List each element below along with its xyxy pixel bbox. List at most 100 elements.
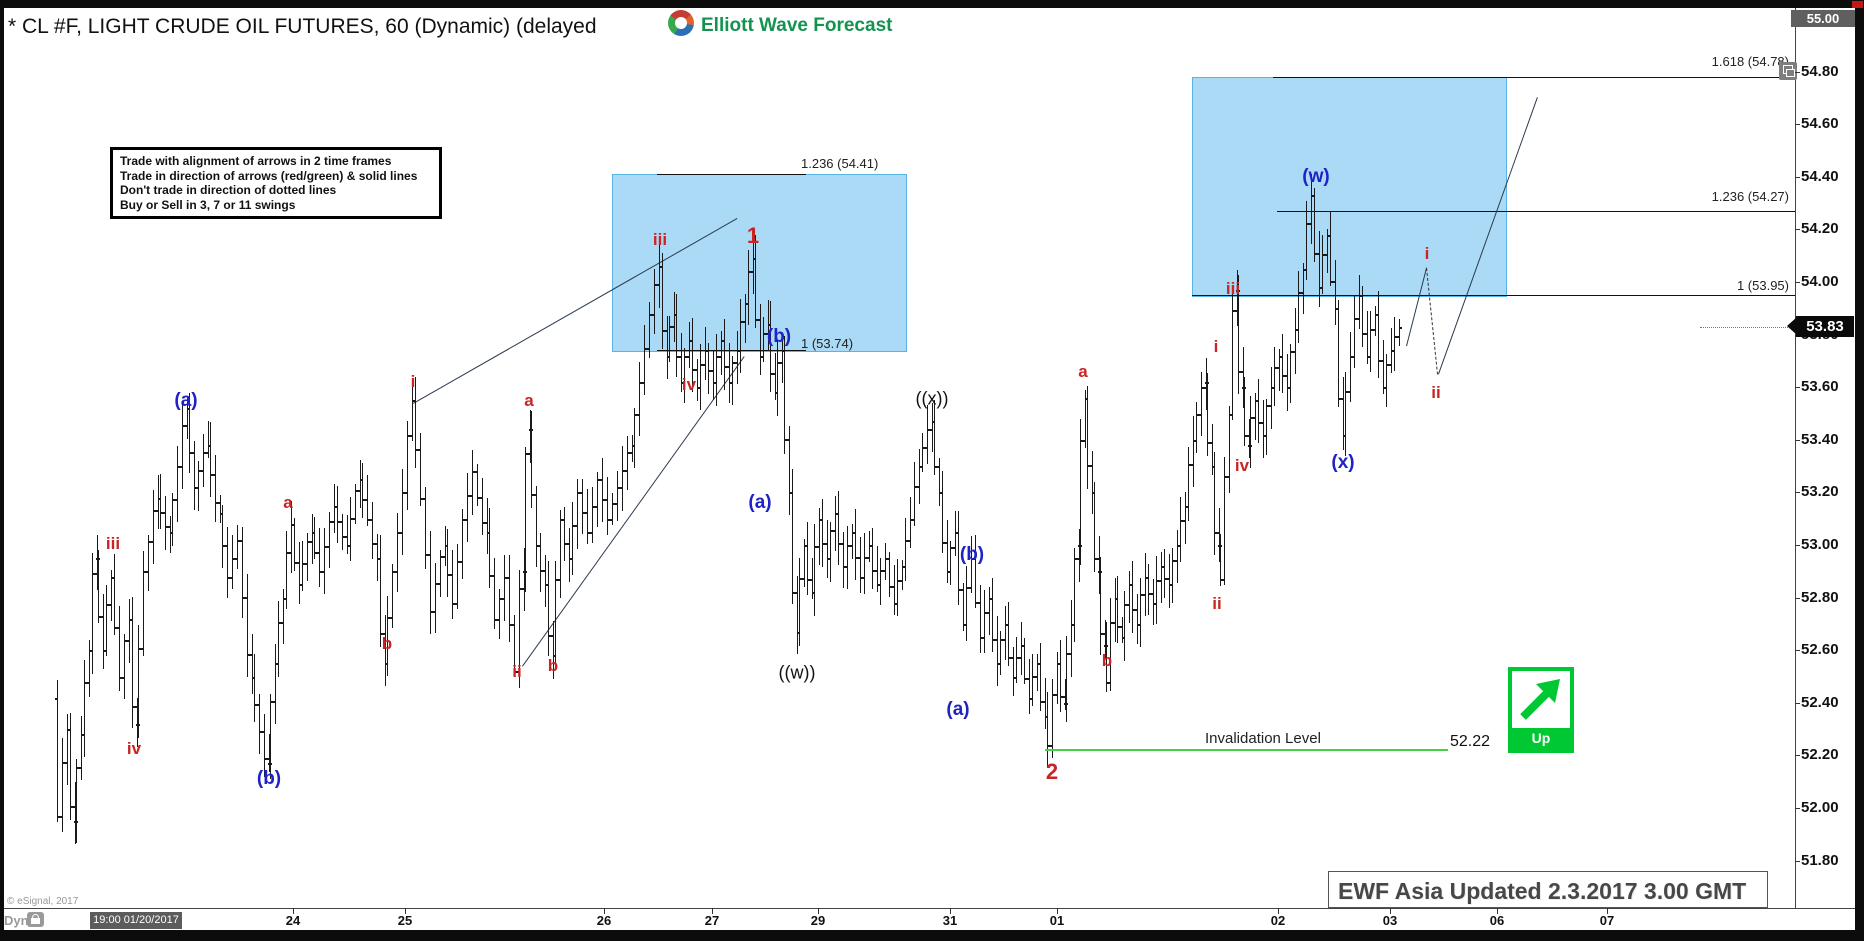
- ohlc-bar: [225, 527, 230, 598]
- ohlc-bar: [853, 509, 858, 580]
- price-tick: [1795, 282, 1800, 283]
- ohlc-bar: [305, 533, 310, 581]
- wave-label: iii: [105, 534, 121, 553]
- fib-label: 1 (53.95): [1736, 278, 1789, 293]
- ohlc-bar: [768, 301, 773, 392]
- ohlc-bar: [1038, 643, 1043, 711]
- ohlc-bar: [948, 541, 953, 585]
- ohlc-bar: [438, 550, 443, 597]
- wave-label: i: [1424, 244, 1430, 263]
- corner-marker: [1852, 1, 1863, 8]
- ohlc-bar: [117, 606, 122, 691]
- price-tick: [1795, 440, 1800, 441]
- ohlc-bar: [1050, 679, 1055, 758]
- date-tick-label: 02: [1270, 913, 1286, 928]
- ohlc-bar: [790, 469, 795, 604]
- up-direction-badge: Up: [1508, 667, 1574, 753]
- price-tick: [1795, 598, 1800, 599]
- esignal-credit: © eSignal, 2017: [7, 896, 79, 907]
- price-tick: [1795, 755, 1800, 756]
- ohlc-bar: [761, 317, 766, 362]
- fib-label: 1.236 (54.41): [801, 156, 879, 171]
- ohlc-bar: [667, 316, 672, 362]
- ohlc-bar: [284, 531, 289, 609]
- price-tick: [1795, 72, 1800, 73]
- ohlc-bar: [1063, 679, 1068, 710]
- ohlc-bar: [365, 475, 370, 526]
- ohlc-bar: [590, 487, 595, 543]
- wave-label: b: [1101, 651, 1113, 670]
- ohlc-bar: [805, 522, 810, 595]
- fib-label: 1 (53.74): [801, 336, 854, 351]
- ohlc-bar: [1230, 287, 1235, 420]
- ohlc-bar: [1098, 557, 1103, 655]
- wave-label: i: [1213, 337, 1219, 356]
- ohlc-bar: [903, 518, 908, 581]
- ohlc-bar: [585, 489, 590, 544]
- ohlc-bar: [1122, 591, 1127, 661]
- invalidation-label: Invalidation Level: [1205, 730, 1321, 747]
- ohlc-bar: [1222, 457, 1227, 585]
- wave-label: ii: [1431, 383, 1441, 402]
- time-axis[interactable]: [4, 908, 1795, 930]
- ohlc-bar: [395, 513, 400, 592]
- ohlc-bar: [529, 411, 534, 508]
- ohlc-bar: [1115, 576, 1120, 643]
- date-tick-label: 03: [1382, 913, 1398, 928]
- ohlc-bar: [1247, 419, 1252, 458]
- price-tick-label: 53.40: [1801, 431, 1839, 448]
- lock-icon[interactable]: [27, 912, 44, 927]
- ohlc-bar: [1296, 271, 1301, 343]
- ohlc-bar: [1030, 654, 1035, 706]
- ohlc-bar: [418, 433, 423, 506]
- date-tick: [1057, 908, 1058, 914]
- ohlc-bar: [1235, 270, 1240, 326]
- ohlc-bar: [647, 302, 652, 358]
- ohlc-bar: [1280, 334, 1285, 393]
- wave-label: ((w)): [778, 662, 816, 683]
- price-tick-label: 53.20: [1801, 483, 1839, 500]
- ohlc-bar: [502, 555, 507, 621]
- price-tick-label: 53.60: [1801, 378, 1839, 395]
- trading-rules-note[interactable]: Trade with alignment of arrows in 2 time…: [110, 147, 442, 219]
- ohlc-bar: [706, 343, 711, 394]
- ohlc-bar: [136, 625, 141, 738]
- ohlc-bar: [1072, 548, 1077, 642]
- ohlc-bar: [523, 447, 528, 592]
- price-axis[interactable]: [1795, 8, 1855, 908]
- price-tick-label: 54.20: [1801, 220, 1839, 237]
- ohlc-bar: [1138, 578, 1143, 647]
- ohlc-bar: [682, 348, 687, 403]
- wave-label: (w): [1302, 166, 1330, 187]
- price-tick-label: 54.40: [1801, 168, 1839, 185]
- ohlc-bar: [187, 393, 192, 473]
- ohlc-bar: [990, 578, 995, 652]
- ohlc-bar: [252, 654, 257, 722]
- ohlc-bar: [1170, 548, 1175, 603]
- ohlc-bar: [201, 434, 206, 487]
- date-tick-label: 01: [1049, 913, 1065, 928]
- ohlc-bar: [1045, 692, 1050, 767]
- ohlc-bar: [104, 585, 109, 656]
- note-line: Don't trade in direction of dotted lines: [120, 183, 337, 197]
- fib-line: [1273, 77, 1795, 78]
- ohlc-bar: [512, 615, 517, 677]
- ohlc-bar: [1384, 354, 1389, 407]
- frame-left: [0, 0, 4, 941]
- maximize-icon[interactable]: [1779, 62, 1797, 80]
- date-tick-label: 31: [942, 913, 958, 928]
- ohlc-bar: [208, 422, 213, 497]
- ohlc-bar: [1217, 508, 1222, 562]
- invalidation-value: 52.22: [1450, 733, 1491, 750]
- wave-label: 1: [746, 223, 760, 248]
- ohlc-bar: [1064, 636, 1069, 722]
- ohlc-bar: [130, 597, 135, 728]
- ohlc-bar: [920, 433, 925, 472]
- price-tick: [1795, 387, 1800, 388]
- fib-line: [657, 174, 806, 175]
- date-tick: [950, 908, 951, 914]
- price-tick-label: 54.60: [1801, 115, 1839, 132]
- wave-label: ii: [512, 662, 522, 681]
- ohlc-bar: [1328, 212, 1333, 286]
- date-tick-label: 24: [285, 913, 301, 928]
